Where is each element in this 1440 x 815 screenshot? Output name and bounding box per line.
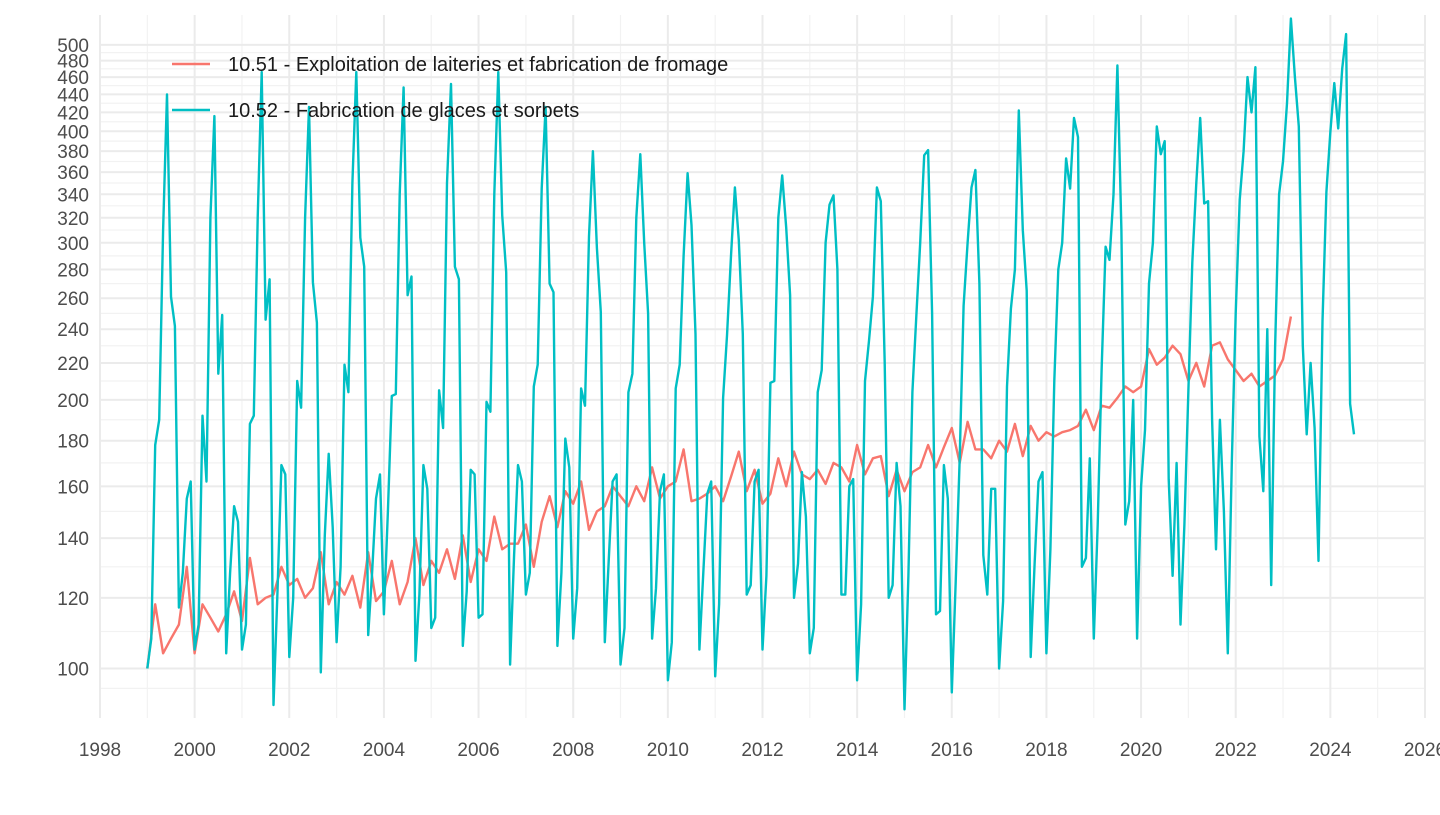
y-tick-label: 480	[57, 52, 89, 73]
y-tick-label: 440	[57, 85, 89, 106]
y-tick-label: 360	[57, 163, 89, 184]
x-tick-label: 2008	[552, 740, 594, 761]
y-tick-label: 160	[57, 477, 89, 498]
x-tick-label: 2012	[741, 740, 783, 761]
x-tick-label: 2022	[1215, 740, 1257, 761]
y-tick-label: 260	[57, 289, 89, 310]
y-tick-label: 200	[57, 391, 89, 412]
y-tick-label: 320	[57, 209, 89, 230]
x-tick-label: 2020	[1120, 740, 1162, 761]
legend-label-ice-cream: 10.52 - Fabrication de glaces et sorbets	[228, 100, 579, 122]
y-tick-label: 300	[57, 234, 89, 255]
x-tick-label: 2004	[363, 740, 406, 761]
y-tick-label: 280	[57, 260, 89, 281]
y-tick-label: 400	[57, 122, 89, 143]
y-tick-label: 240	[57, 320, 89, 341]
legend-label-dairy: 10.51 - Exploitation de laiteries et fab…	[228, 54, 728, 76]
axis-layer: 1998 2000 2002 2004 2006 2008 2010 2012 2014 2016…	[57, 36, 1440, 761]
x-tick-label: 2014	[836, 740, 879, 761]
series-layer	[146, 17, 1356, 711]
x-tick-label: 2024	[1309, 740, 1352, 761]
x-tick-label: 2002	[268, 740, 310, 761]
x-tick-label: 2018	[1025, 740, 1067, 761]
y-tick-label: 500	[57, 36, 89, 57]
y-tick-label: 140	[57, 529, 89, 550]
x-tick-label: 2006	[457, 740, 499, 761]
x-tick-label: 2026	[1404, 740, 1440, 761]
y-tick-label: 180	[57, 432, 89, 453]
x-tick-label: 2000	[174, 740, 216, 761]
y-tick-label: 340	[57, 185, 89, 206]
legend: 10.51 - Exploitation de laiteries et fab…	[172, 54, 728, 122]
y-tick-label: 220	[57, 354, 89, 375]
y-tick-label: 460	[57, 68, 89, 89]
x-tick-label: 1998	[79, 740, 121, 761]
y-tick-label: 420	[57, 103, 89, 124]
y-tick-label: 100	[57, 659, 89, 680]
y-tick-label: 120	[57, 589, 89, 610]
x-tick-label: 2016	[931, 740, 973, 761]
x-tick-label: 2010	[647, 740, 689, 761]
series-line-ice-cream	[146, 17, 1356, 711]
y-tick-label: 380	[57, 142, 89, 163]
